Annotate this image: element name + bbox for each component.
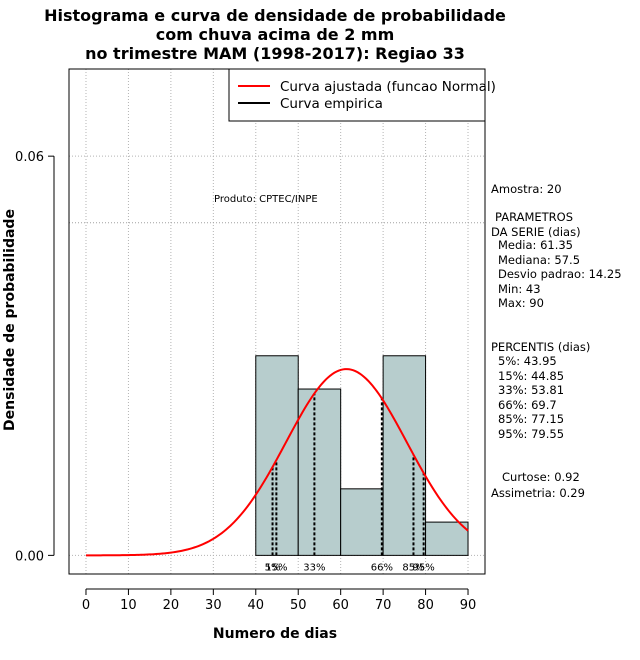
x-tick-label-90: 90	[460, 598, 477, 613]
histogram-bars	[255, 355, 469, 556]
percentil-5: 5%: 43.95	[498, 354, 557, 368]
produto-annotation: Produto: CPTEC/INPE	[214, 194, 318, 205]
y-tick-label-1: 0.06	[15, 150, 44, 165]
x-tick-label-0: 0	[82, 598, 90, 613]
percentil-85: 85%: 77.15	[498, 412, 564, 426]
parametros-header-1: PARAMETROS	[495, 210, 573, 224]
histogram-bar-0	[255, 355, 299, 556]
param-max: Max: 90	[498, 296, 544, 310]
legend-box	[228, 68, 486, 122]
percentis-header: PERCENTIS (dias)	[491, 340, 590, 354]
statistics-panel: Amostra: 20 PARAMETROS DA SERIE (dias) M…	[491, 182, 622, 500]
chart-title-line-3: no trimestre MAM (1998-2017): Regiao 33	[85, 44, 465, 63]
percentile-label-1: 15%	[265, 562, 287, 573]
y-axis-label: Densidade de probabilidade	[2, 209, 18, 431]
x-axis-label: Numero de dias	[213, 626, 337, 642]
assimetria-text: Assimetria: 0.29	[491, 486, 585, 500]
histogram-bar-4	[425, 521, 469, 556]
histogram-bar-2	[340, 488, 384, 556]
param-media: Media: 61.35	[498, 238, 573, 252]
x-tick-label-30: 30	[205, 598, 222, 613]
percentil-15: 15%: 44.85	[498, 369, 564, 383]
chart-title-line-1: Histograma e curva de densidade de proba…	[44, 6, 506, 25]
x-tick-label-20: 20	[163, 598, 180, 613]
legend-label-empirical: Curva empirica	[280, 96, 383, 112]
param-desvio: Desvio padrao: 14.25	[498, 267, 622, 281]
normal-curve	[85, 368, 469, 557]
x-tick-label-60: 60	[332, 598, 349, 613]
percentile-label-0: 5%	[265, 562, 281, 573]
percentile-label-2: 33%	[303, 562, 325, 573]
percentil-95: 95%: 79.55	[498, 427, 564, 441]
x-tick-label-10: 10	[120, 598, 137, 613]
percentile-label-5: 95%	[413, 562, 435, 573]
amostra-text: Amostra: 20	[491, 182, 562, 196]
parametros-header-2: DA SERIE (dias)	[491, 225, 581, 239]
x-tick-label-50: 50	[290, 598, 307, 613]
percentil-66: 66%: 69.7	[498, 398, 557, 412]
percentile-markers: 5%15% 33% 66% 85%95%	[265, 393, 435, 573]
percentile-label-4: 85%	[402, 562, 424, 573]
legend: Curva ajustada (funcao Normal) Curva emp…	[228, 68, 496, 122]
param-min: Min: 43	[498, 282, 541, 296]
x-tick-label-40: 40	[248, 598, 265, 613]
percentil-33: 33%: 53.81	[498, 383, 564, 397]
axes: 0 10 20 30 40 50 60 70 80 90 0.00 0.06	[15, 150, 476, 613]
legend-label-normal: Curva ajustada (funcao Normal)	[280, 79, 496, 95]
x-tick-label-80: 80	[417, 598, 434, 613]
param-mediana: Mediana: 57.5	[498, 253, 580, 267]
normal-curve-line	[85, 368, 469, 557]
y-tick-label-0: 0.00	[15, 549, 44, 564]
curtose-text: Curtose: 0.92	[502, 470, 580, 484]
x-tick-label-70: 70	[375, 598, 392, 613]
chart-title-line-2: com chuva acima de 2 mm	[156, 25, 395, 44]
percentile-label-3: 66%	[371, 562, 393, 573]
histogram-bar-3	[382, 355, 427, 556]
histogram-bar-1	[297, 388, 342, 556]
